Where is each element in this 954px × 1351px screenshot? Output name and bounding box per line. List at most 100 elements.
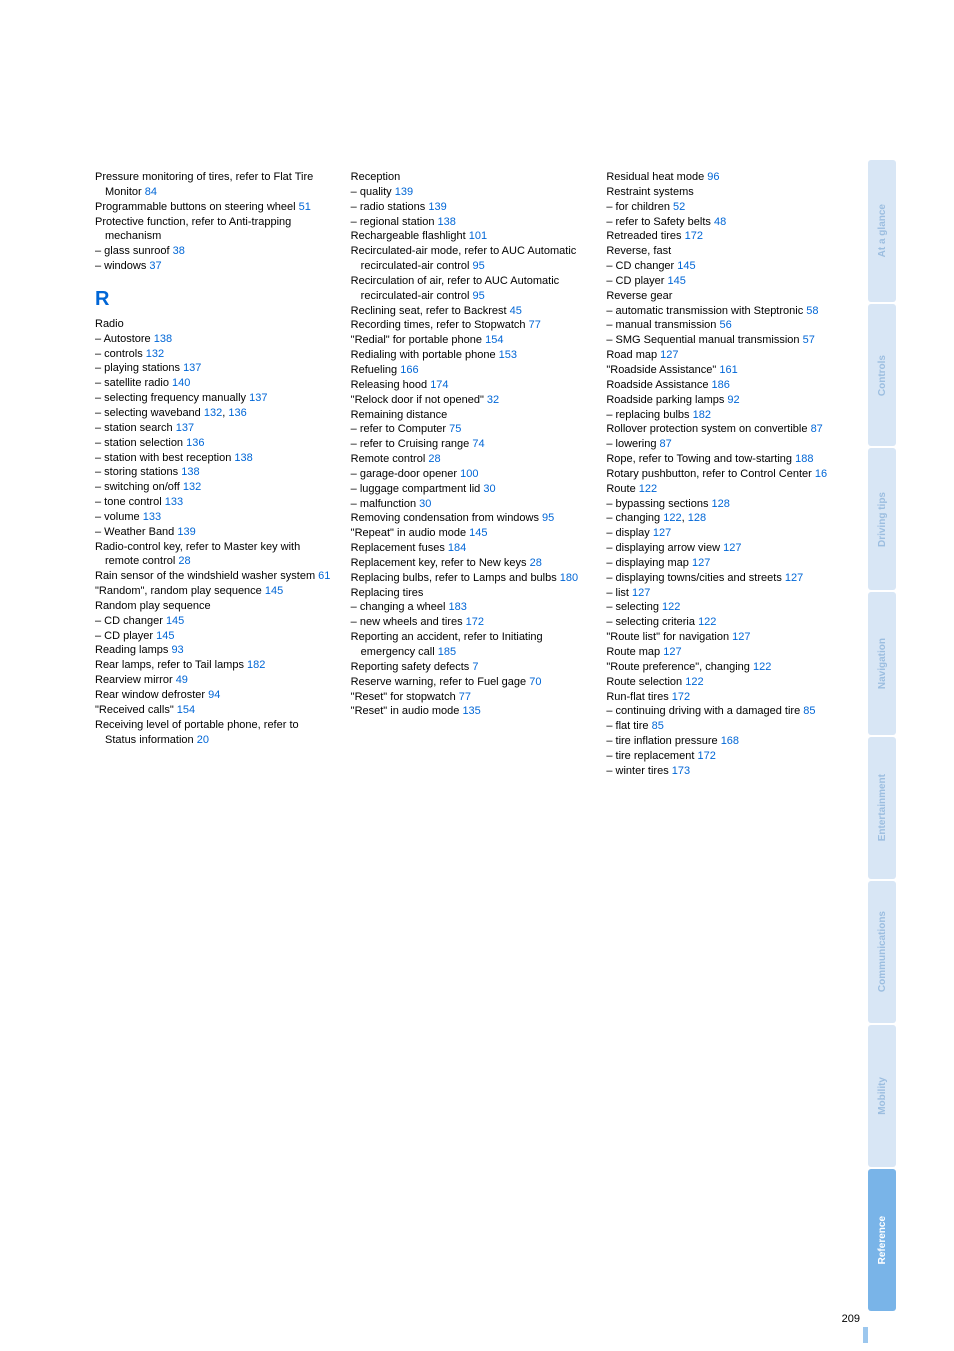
page-ref[interactable]: 172 — [672, 691, 690, 703]
page-ref[interactable]: 186 — [712, 379, 730, 391]
page-ref[interactable]: 138 — [438, 216, 456, 228]
page-ref[interactable]: 87 — [660, 438, 672, 450]
page-ref[interactable]: 172 — [685, 230, 703, 242]
page-ref[interactable]: 161 — [719, 364, 737, 376]
page-ref[interactable]: 61 — [318, 570, 330, 582]
page-ref[interactable]: 154 — [177, 704, 195, 716]
page-ref[interactable]: 95 — [473, 260, 485, 272]
page-ref[interactable]: 172 — [466, 616, 484, 628]
page-ref[interactable]: 128 — [712, 498, 730, 510]
page-ref[interactable]: 95 — [473, 290, 485, 302]
tab-driving-tips[interactable]: Driving tips — [868, 448, 896, 590]
page-ref[interactable]: 122 — [662, 601, 680, 613]
page-ref[interactable]: 28 — [178, 555, 190, 567]
page-ref[interactable]: 127 — [632, 587, 650, 599]
page-ref[interactable]: 122 — [753, 661, 771, 673]
page-ref[interactable]: 174 — [430, 379, 448, 391]
tab-reference[interactable]: Reference — [868, 1169, 896, 1311]
page-ref[interactable]: 145 — [677, 260, 695, 272]
page-ref[interactable]: 122 — [698, 616, 716, 628]
page-ref[interactable]: 77 — [459, 691, 471, 703]
page-ref[interactable]: 128 — [688, 512, 706, 524]
page-ref[interactable]: 173 — [672, 765, 690, 777]
page-ref[interactable]: 138 — [181, 466, 199, 478]
page-ref[interactable]: 127 — [785, 572, 803, 584]
page-ref[interactable]: 75 — [449, 423, 461, 435]
tab-navigation[interactable]: Navigation — [868, 592, 896, 734]
page-ref[interactable]: 74 — [472, 438, 484, 450]
page-ref[interactable]: 100 — [460, 468, 478, 480]
page-ref[interactable]: 127 — [653, 527, 671, 539]
tab-communications[interactable]: Communications — [868, 881, 896, 1023]
page-ref[interactable]: 127 — [692, 557, 710, 569]
page-ref[interactable]: 49 — [176, 674, 188, 686]
page-ref[interactable]: 182 — [247, 659, 265, 671]
page-ref[interactable]: 122 — [685, 676, 703, 688]
page-ref[interactable]: 145 — [469, 527, 487, 539]
page-ref[interactable]: 135 — [462, 705, 480, 717]
page-ref[interactable]: 153 — [499, 349, 517, 361]
tab-entertainment[interactable]: Entertainment — [868, 737, 896, 879]
page-ref[interactable]: 127 — [723, 542, 741, 554]
page-ref[interactable]: 87 — [811, 423, 823, 435]
page-ref[interactable]: 48 — [714, 216, 726, 228]
page-ref[interactable]: 138 — [234, 452, 252, 464]
page-ref[interactable]: 84 — [145, 186, 157, 198]
page-ref[interactable]: 122 — [663, 512, 681, 524]
page-ref[interactable]: 38 — [173, 245, 185, 257]
page-ref[interactable]: 145 — [156, 630, 174, 642]
page-ref[interactable]: 183 — [449, 601, 467, 613]
page-ref[interactable]: 127 — [663, 646, 681, 658]
page-ref[interactable]: 132 — [146, 348, 164, 360]
page-ref[interactable]: 16 — [815, 468, 827, 480]
page-ref[interactable]: 139 — [395, 186, 413, 198]
page-ref[interactable]: 132 — [183, 481, 201, 493]
page-ref[interactable]: 139 — [177, 526, 195, 538]
page-ref[interactable]: 101 — [469, 230, 487, 242]
page-ref[interactable]: 45 — [510, 305, 522, 317]
page-ref[interactable]: 28 — [428, 453, 440, 465]
page-ref[interactable]: 137 — [183, 362, 201, 374]
page-ref[interactable]: 132 — [204, 407, 222, 419]
page-ref[interactable]: 93 — [171, 644, 183, 656]
page-ref[interactable]: 28 — [530, 557, 542, 569]
page-ref[interactable]: 136 — [186, 437, 204, 449]
page-ref[interactable]: 92 — [727, 394, 739, 406]
page-ref[interactable]: 136 — [228, 407, 246, 419]
page-ref[interactable]: 184 — [448, 542, 466, 554]
page-ref[interactable]: 145 — [166, 615, 184, 627]
page-ref[interactable]: 138 — [154, 333, 172, 345]
page-ref[interactable]: 182 — [693, 409, 711, 421]
page-ref[interactable]: 51 — [299, 201, 311, 213]
page-ref[interactable]: 133 — [143, 511, 161, 523]
page-ref[interactable]: 70 — [529, 676, 541, 688]
page-ref[interactable]: 95 — [542, 512, 554, 524]
page-ref[interactable]: 96 — [707, 171, 719, 183]
page-ref[interactable]: 154 — [485, 334, 503, 346]
page-ref[interactable]: 127 — [732, 631, 750, 643]
page-ref[interactable]: 94 — [208, 689, 220, 701]
tab-at-a-glance[interactable]: At a glance — [868, 160, 896, 302]
page-ref[interactable]: 57 — [803, 334, 815, 346]
page-ref[interactable]: 145 — [667, 275, 685, 287]
page-ref[interactable]: 172 — [697, 750, 715, 762]
page-ref[interactable]: 20 — [197, 734, 209, 746]
page-ref[interactable]: 77 — [529, 319, 541, 331]
page-ref[interactable]: 168 — [721, 735, 739, 747]
page-ref[interactable]: 127 — [660, 349, 678, 361]
page-ref[interactable]: 166 — [400, 364, 418, 376]
page-ref[interactable]: 188 — [795, 453, 813, 465]
page-ref[interactable]: 7 — [472, 661, 478, 673]
page-ref[interactable]: 140 — [172, 377, 190, 389]
page-ref[interactable]: 56 — [719, 319, 731, 331]
tab-controls[interactable]: Controls — [868, 304, 896, 446]
page-ref[interactable]: 30 — [483, 483, 495, 495]
page-ref[interactable]: 32 — [487, 394, 499, 406]
page-ref[interactable]: 145 — [265, 585, 283, 597]
page-ref[interactable]: 58 — [806, 305, 818, 317]
page-ref[interactable]: 85 — [803, 705, 815, 717]
page-ref[interactable]: 37 — [149, 260, 161, 272]
page-ref[interactable]: 30 — [419, 498, 431, 510]
page-ref[interactable]: 180 — [560, 572, 578, 584]
page-ref[interactable]: 185 — [438, 646, 456, 658]
